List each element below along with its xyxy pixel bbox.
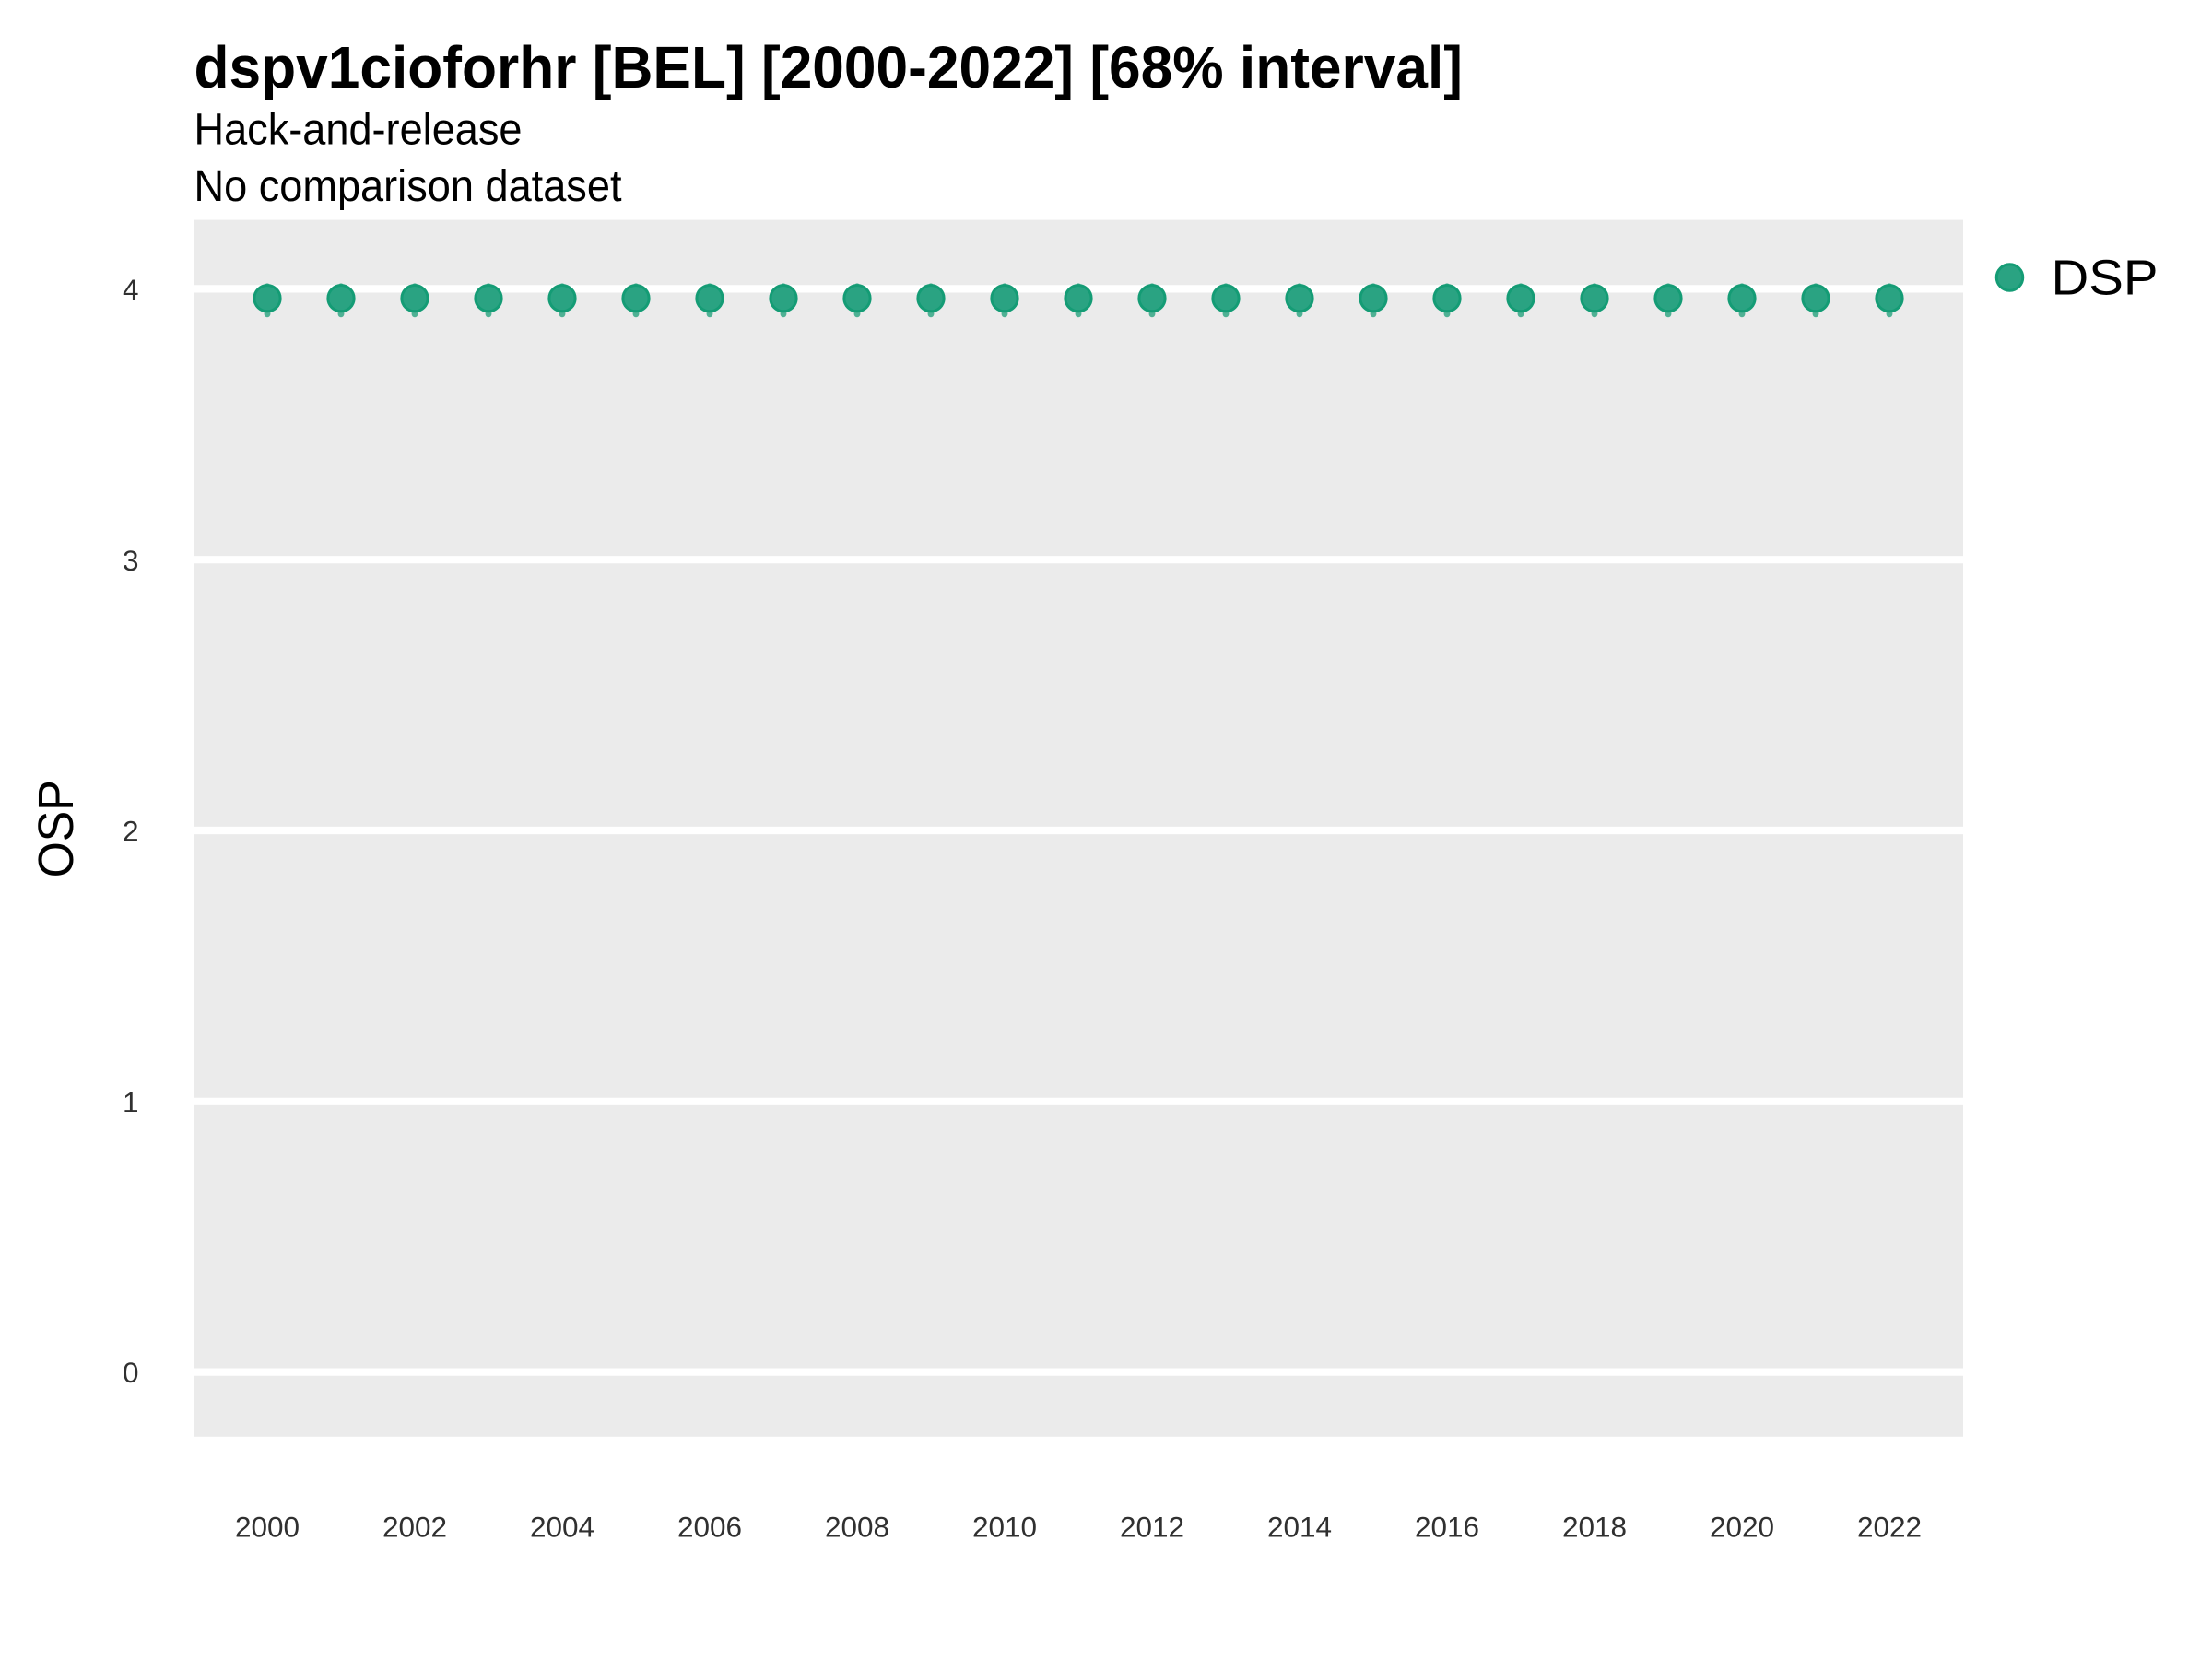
svg-text:2: 2 [123,815,139,848]
svg-text:2012: 2012 [1120,1511,1184,1544]
svg-text:2008: 2008 [825,1511,889,1544]
svg-text:OSP: OSP [29,780,84,877]
svg-text:2016: 2016 [1415,1511,1479,1544]
svg-text:3: 3 [123,544,139,577]
svg-text:2020: 2020 [1710,1511,1774,1544]
svg-text:0: 0 [123,1356,139,1389]
svg-text:2022: 2022 [1857,1511,1922,1544]
svg-text:1: 1 [123,1085,139,1118]
svg-text:2014: 2014 [1267,1511,1332,1544]
svg-text:2018: 2018 [1562,1511,1627,1544]
svg-text:2004: 2004 [530,1511,594,1544]
svg-text:Hack-and-release: Hack-and-release [194,105,523,155]
svg-text:2010: 2010 [972,1511,1037,1544]
svg-text:2002: 2002 [382,1511,447,1544]
svg-text:4: 4 [123,273,139,306]
svg-text:DSP: DSP [2052,251,2159,306]
svg-text:No comparison dataset: No comparison dataset [194,161,622,211]
svg-text:2006: 2006 [677,1511,742,1544]
svg-text:dspv1cioforhr [BEL] [2000-2022: dspv1cioforhr [BEL] [2000-2022] [68% int… [194,35,1464,100]
svg-text:2000: 2000 [235,1511,300,1544]
